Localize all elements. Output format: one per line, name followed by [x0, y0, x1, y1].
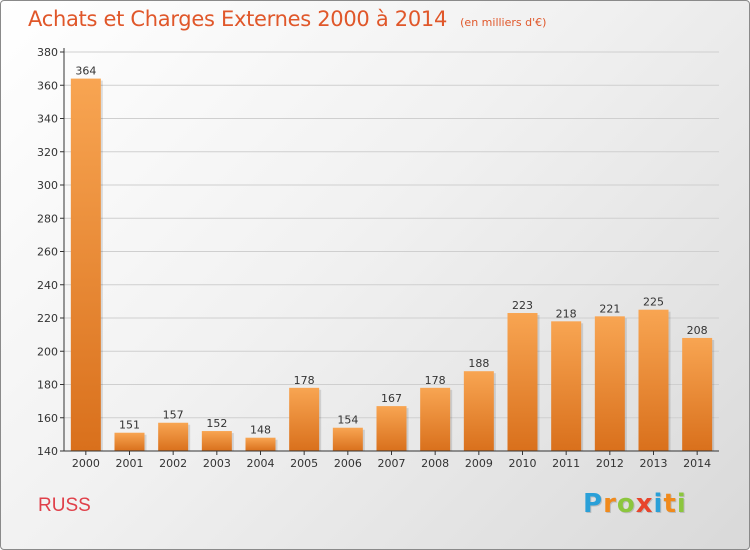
value-label: 218 — [556, 307, 577, 320]
bars — [70, 78, 715, 451]
bar-2006 — [332, 427, 363, 451]
value-label: 221 — [599, 302, 620, 315]
bar-2002 — [158, 422, 189, 451]
y-tick-label: 180 — [37, 379, 58, 392]
logo-letter: t — [663, 489, 677, 519]
value-label: 167 — [381, 392, 402, 405]
bar-2011 — [551, 321, 582, 451]
y-tick-label: 160 — [37, 412, 58, 425]
bar-2013 — [638, 309, 669, 451]
y-tick-label: 320 — [37, 146, 58, 159]
value-label: 154 — [337, 414, 358, 427]
value-label: 223 — [512, 299, 533, 312]
value-label: 225 — [643, 296, 664, 309]
value-label: 208 — [687, 324, 708, 337]
bar-2014 — [682, 337, 713, 451]
x-tick-label: 2012 — [596, 457, 624, 470]
proxiti-logo: Proxiti — [583, 489, 687, 519]
x-tick-label: 2013 — [640, 457, 668, 470]
logo-letter: P — [583, 489, 604, 519]
bar-2008 — [420, 387, 451, 451]
x-tick-label: 2007 — [378, 457, 406, 470]
x-tick-label: 2011 — [552, 457, 580, 470]
y-tick-label: 380 — [37, 46, 58, 59]
x-tick-label: 2008 — [421, 457, 449, 470]
y-tick-label: 240 — [37, 279, 58, 292]
labels: 140 160 180 200 220 240 260 280 300 320 340 360 380 3… — [37, 46, 711, 470]
bar-2010 — [507, 313, 538, 451]
y-tick-label: 280 — [37, 212, 58, 225]
bar-2000 — [70, 78, 101, 451]
logo-letter: x — [635, 489, 654, 519]
chart-subtitle: (en milliers d'€) — [460, 16, 547, 29]
bar-2005 — [289, 387, 320, 451]
value-label: 157 — [163, 409, 184, 422]
x-tick-label: 2010 — [509, 457, 537, 470]
x-tick-label: 2001 — [116, 457, 144, 470]
x-tick-label: 2000 — [72, 457, 100, 470]
y-tick-label: 220 — [37, 312, 58, 325]
chart-title: Achats et Charges Externes 2000 à 2014 — [28, 7, 448, 31]
x-tick-label: 2005 — [290, 457, 318, 470]
logo-letter: i — [653, 489, 664, 519]
value-label: 151 — [119, 419, 140, 432]
y-tick-label: 200 — [37, 345, 58, 358]
bar-2004 — [245, 437, 276, 451]
x-tick-label: 2009 — [465, 457, 493, 470]
axes — [60, 48, 719, 455]
y-tick-label: 340 — [37, 113, 58, 126]
bar-2009 — [463, 371, 494, 451]
value-label: 364 — [75, 65, 96, 78]
logo-letter: i — [676, 489, 687, 519]
x-tick-label: 2006 — [334, 457, 362, 470]
bar-2001 — [114, 432, 145, 451]
commune-name: RUSS — [38, 495, 91, 516]
logo-letter: o — [616, 489, 636, 519]
logo-letter: r — [603, 489, 617, 519]
value-label: 178 — [294, 374, 315, 387]
x-tick-label: 2003 — [203, 457, 231, 470]
y-tick-label: 300 — [37, 179, 58, 192]
value-label: 188 — [468, 357, 489, 370]
x-tick-label: 2002 — [159, 457, 187, 470]
x-tick-label: 2004 — [247, 457, 275, 470]
y-tick-label: 260 — [37, 246, 58, 259]
value-label: 148 — [250, 424, 271, 437]
value-label: 152 — [206, 417, 227, 430]
x-tick-label: 2014 — [683, 457, 711, 470]
y-tick-label: 360 — [37, 79, 58, 92]
bar-2012 — [594, 316, 625, 451]
bar-2007 — [376, 406, 407, 451]
y-tick-label: 140 — [37, 445, 58, 458]
value-label: 178 — [425, 374, 446, 387]
title-row: Achats et Charges Externes 2000 à 2014 (… — [28, 7, 546, 31]
bar-2003 — [201, 431, 232, 451]
